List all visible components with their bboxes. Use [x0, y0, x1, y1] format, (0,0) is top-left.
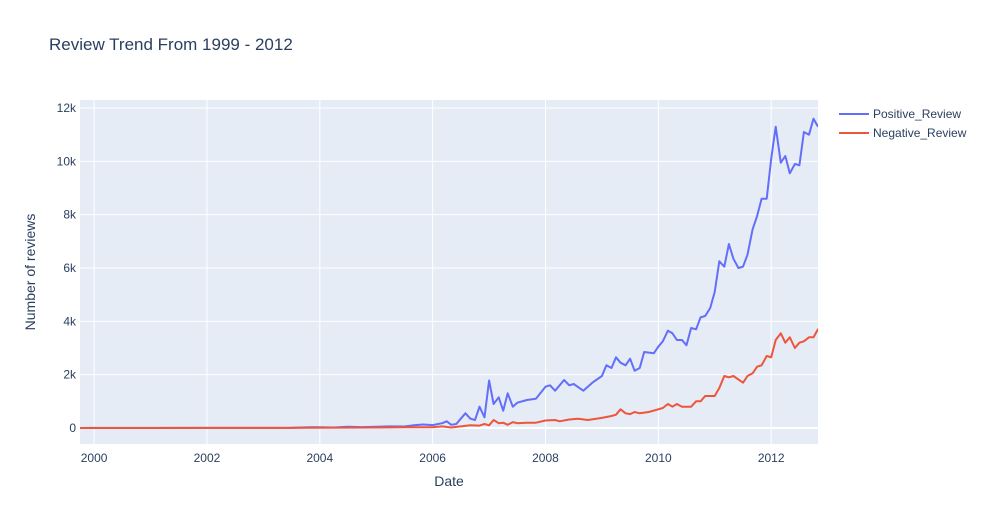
- y-tick-label: 0: [69, 421, 76, 435]
- x-tick-label: 2008: [532, 451, 559, 465]
- y-tick-label: 4k: [63, 314, 77, 328]
- x-tick-label: 2012: [758, 451, 785, 465]
- legend-item-negative-review[interactable]: Negative_Review: [839, 126, 967, 140]
- chart-title: Review Trend From 1999 - 2012: [49, 35, 293, 54]
- legend-label: Negative_Review: [873, 126, 967, 140]
- x-axis-title: Date: [434, 473, 464, 489]
- legend-item-positive-review[interactable]: Positive_Review: [839, 107, 961, 121]
- y-tick-label: 6k: [63, 261, 77, 275]
- series-line-negative-review: [80, 328, 818, 429]
- x-tick-label: 2000: [81, 451, 108, 465]
- x-tick-label: 2006: [419, 451, 446, 465]
- series-line-positive-review: [80, 117, 818, 429]
- y-axis-title: Number of reviews: [22, 214, 38, 331]
- y-axis-ticks: 0 2k 4k 6k 8k 10k 12k: [57, 101, 77, 435]
- legend-label: Positive_Review: [873, 107, 961, 121]
- y-gridlines: [80, 107, 818, 429]
- y-tick-label: 8k: [63, 208, 77, 222]
- y-tick-label: 12k: [57, 101, 77, 115]
- x-axis-ticks: 2000 2002 2004 2006 2008 2010 2012: [81, 451, 785, 465]
- series-layer: [80, 117, 818, 429]
- x-tick-label: 2002: [194, 451, 221, 465]
- legend[interactable]: Positive_Review Negative_Review: [839, 107, 967, 140]
- x-tick-label: 2010: [645, 451, 672, 465]
- x-tick-label: 2004: [306, 451, 333, 465]
- plot-area: [80, 100, 818, 444]
- y-tick-label: 10k: [57, 154, 77, 168]
- y-tick-label: 2k: [63, 368, 77, 382]
